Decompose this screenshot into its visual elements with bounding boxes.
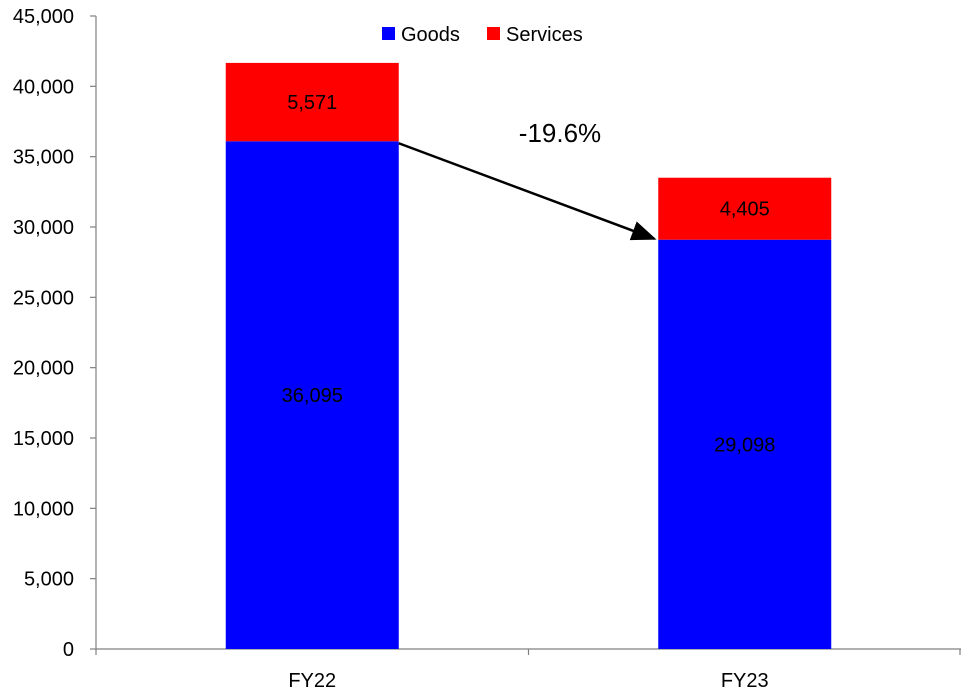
bars <box>225 62 832 649</box>
change-annotation: -19.6% <box>519 118 601 148</box>
y-tick-label: 0 <box>63 639 74 661</box>
legend-label-services: Services <box>506 24 583 46</box>
y-tick-label: 25,000 <box>13 287 74 309</box>
legend-swatch-services <box>487 27 500 40</box>
legend: Goods Services <box>382 24 583 46</box>
y-tick-label: 40,000 <box>13 76 74 98</box>
y-axis: 0 5,000 10,000 15,000 20,000 25,000 30,000 35,0… <box>13 6 97 661</box>
x-axis: FY22 FY23 <box>95 648 961 692</box>
y-tick-label: 30,000 <box>13 217 74 239</box>
data-label-goods-fy22: 36,095 <box>282 385 343 407</box>
y-tick-label: 45,000 <box>13 6 74 28</box>
y-tick-label: 10,000 <box>13 498 74 520</box>
data-label-goods-fy23: 29,098 <box>714 434 775 456</box>
legend-label-goods: Goods <box>401 24 460 46</box>
legend-swatch-goods <box>382 27 395 40</box>
bar-labels: 36,095 5,571 29,098 4,405 <box>282 92 776 456</box>
bar-services-fy22 <box>225 62 399 142</box>
change-arrow <box>398 142 657 241</box>
y-tick-label: 35,000 <box>13 147 74 169</box>
x-tick-label: FY23 <box>721 670 769 692</box>
y-tick-label: 15,000 <box>13 428 74 450</box>
y-tick-label: 20,000 <box>13 358 74 380</box>
bar-services-fy23 <box>658 177 832 240</box>
data-label-services-fy23: 4,405 <box>720 199 770 221</box>
bar-goods-fy23 <box>658 239 832 649</box>
y-tick-label: 5,000 <box>24 569 74 591</box>
annotation: -19.6% <box>398 118 657 241</box>
x-tick-label: FY22 <box>288 670 336 692</box>
data-label-services-fy22: 5,571 <box>287 92 337 114</box>
bar-goods-fy22 <box>225 141 399 649</box>
